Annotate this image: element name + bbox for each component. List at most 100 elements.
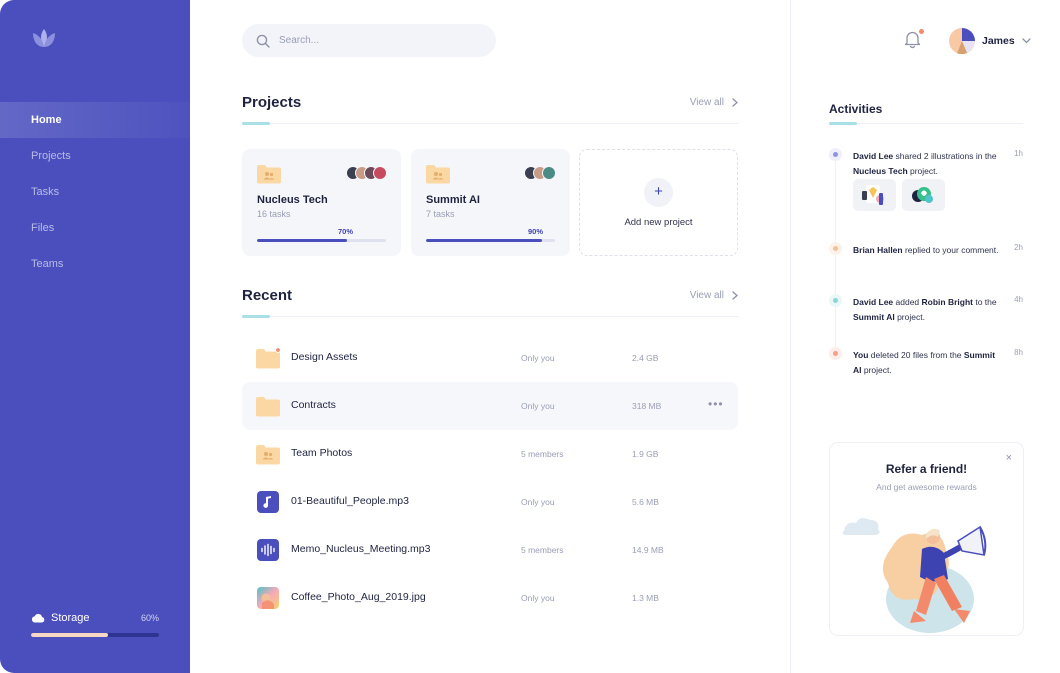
projects-view-all-link[interactable]: View all <box>690 97 738 108</box>
timeline-dot <box>829 294 842 307</box>
chevron-down-icon <box>1022 38 1031 44</box>
storage-widget: Storage 60% <box>31 610 159 637</box>
recent-view-all-link[interactable]: View all <box>690 290 738 301</box>
panel-divider <box>790 0 791 673</box>
file-row-memo-nucleus-meeting-mp3[interactable]: Memo_Nucleus_Meeting.mp3 5 members 14.9 … <box>242 526 738 574</box>
project-card-nucleus-tech[interactable]: Nucleus Tech 16 tasks 70% <box>242 149 401 256</box>
file-sharing: 5 members <box>521 545 564 555</box>
activities-title-underline <box>829 122 857 125</box>
add-new-project-button[interactable]: + Add new project <box>579 149 738 256</box>
sidebar-item-projects[interactable]: Projects <box>31 150 71 162</box>
activities-title: Activities <box>829 102 883 116</box>
member-avatar <box>542 166 556 180</box>
member-avatar <box>373 166 387 180</box>
activity-text: David Lee shared 2 illustrations in the … <box>853 151 997 176</box>
file-name: Coffee_Photo_Aug_2019.jpg <box>291 591 426 603</box>
project-progress-bar <box>257 239 386 242</box>
file-sharing: Only you <box>521 401 555 411</box>
file-name: Memo_Nucleus_Meeting.mp3 <box>291 543 431 555</box>
file-size: 14.9 MB <box>632 545 664 555</box>
plus-icon: + <box>644 178 673 207</box>
image-thumbnail-icon <box>257 587 279 609</box>
search-bar <box>242 24 496 57</box>
music-file-icon <box>257 491 279 513</box>
file-sharing: Only you <box>521 353 555 363</box>
projects-title-underline <box>242 122 270 125</box>
file-row-coffee-photo-jpg[interactable]: Coffee_Photo_Aug_2019.jpg Only you 1.3 M… <box>242 574 738 622</box>
illustration-thumbnail[interactable] <box>902 179 945 211</box>
refer-a-friend-card[interactable]: × Refer a friend! And get awesome reward… <box>829 442 1024 636</box>
project-card-summit-ai[interactable]: Summit AI 7 tasks 90% <box>411 149 570 256</box>
activity-time: 8h <box>1014 348 1023 357</box>
recent-view-all-label: View all <box>689 290 724 301</box>
project-task-count: 16 tasks <box>257 209 291 219</box>
folder-icon <box>256 397 280 417</box>
storage-label: Storage <box>51 612 90 624</box>
chevron-right-icon <box>732 291 738 300</box>
sidebar-item-tasks[interactable]: Tasks <box>31 186 60 198</box>
file-sharing: 5 members <box>521 449 564 459</box>
project-progress-percent: 70% <box>338 227 354 236</box>
file-size: 1.9 GB <box>632 449 659 459</box>
timeline-dot <box>829 242 842 255</box>
project-members <box>346 166 387 180</box>
file-row-team-photos[interactable]: Team Photos 5 members 1.9 GB <box>242 430 738 478</box>
audio-wave-icon <box>257 539 279 561</box>
file-name: 01-Beautiful_People.mp3 <box>291 495 409 507</box>
project-name: Summit AI <box>426 194 480 206</box>
sidebar-item-files[interactable]: Files <box>31 222 55 234</box>
projects-title: Projects <box>242 94 302 111</box>
file-name: Design Assets <box>291 351 358 363</box>
file-name: Team Photos <box>291 447 353 459</box>
sidebar-item-teams[interactable]: Teams <box>31 258 64 270</box>
file-size: 2.4 GB <box>632 353 659 363</box>
recent-header: Recent View all <box>242 287 738 318</box>
user-name: James <box>982 35 1015 47</box>
search-input[interactable] <box>279 35 479 46</box>
projects-view-all-label: View all <box>689 97 724 108</box>
timeline-dot <box>829 347 842 360</box>
add-new-project-label: Add new project <box>624 217 693 228</box>
avatar <box>949 28 975 54</box>
activity-time: 4h <box>1014 295 1023 304</box>
user-menu[interactable]: James <box>949 28 1031 54</box>
project-task-count: 7 tasks <box>426 209 455 219</box>
storage-progress-bar <box>31 633 159 637</box>
activity-text: You deleted 20 files from the Summit AI … <box>853 350 996 375</box>
activity-text: Brian Hallen replied to your comment. <box>853 245 999 255</box>
refer-subtitle: And get awesome rewards <box>876 482 977 492</box>
shared-folder-icon <box>426 165 450 184</box>
shared-folder-icon <box>256 445 280 465</box>
file-sharing: Only you <box>521 593 555 603</box>
file-row-contracts[interactable]: Contracts Only you 318 MB ••• <box>242 382 738 430</box>
illustration-preview-icon <box>862 185 884 205</box>
close-icon[interactable]: × <box>1005 452 1012 464</box>
projects-header: Projects View all <box>242 94 738 125</box>
activities-header: Activities <box>829 102 1023 125</box>
timeline-line <box>835 158 836 358</box>
illustration-thumbnail[interactable] <box>853 179 896 211</box>
chevron-right-icon <box>732 98 738 107</box>
file-name: Contracts <box>291 399 336 411</box>
file-size: 5.6 MB <box>632 497 659 507</box>
project-progress-fill <box>257 239 348 242</box>
sidebar-item-home[interactable]: Home <box>0 102 190 138</box>
file-row-beautiful-people-mp3[interactable]: 01-Beautiful_People.mp3 Only you 5.6 MB <box>242 478 738 526</box>
cloud-icon <box>31 613 45 623</box>
file-row-design-assets[interactable]: Design Assets Only you 2.4 GB <box>242 334 738 382</box>
storage-progress-fill <box>31 633 108 637</box>
activity-text: David Lee added Robin Bright to the Summ… <box>853 297 997 322</box>
megaphone-illustration-icon <box>842 518 987 633</box>
lotus-logo-icon[interactable] <box>30 26 58 54</box>
storage-percent: 60% <box>140 613 159 623</box>
more-options-icon[interactable]: ••• <box>708 397 724 411</box>
refer-title: Refer a friend! <box>885 462 968 476</box>
folder-icon <box>256 347 280 369</box>
illustration-preview-icon <box>912 187 933 203</box>
file-sharing: Only you <box>521 497 555 507</box>
notification-badge <box>919 29 924 34</box>
notification-bell-icon[interactable] <box>904 30 921 49</box>
recent-title: Recent <box>242 287 293 304</box>
project-progress-fill <box>426 239 543 242</box>
